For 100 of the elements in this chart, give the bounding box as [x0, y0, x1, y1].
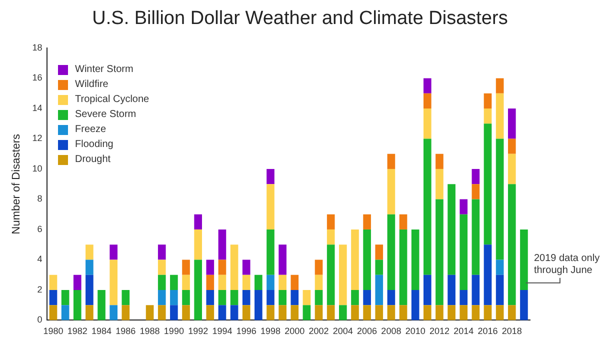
bar	[61, 290, 70, 306]
legend-label: Tropical Cyclone	[75, 94, 150, 105]
bar	[508, 154, 516, 184]
x-tick-label: 2012	[429, 326, 450, 336]
bar	[448, 184, 456, 275]
bar	[484, 305, 492, 320]
bar	[158, 260, 166, 275]
bar	[520, 290, 528, 320]
y-tick-label: 8	[37, 194, 42, 204]
bar	[436, 168, 444, 200]
x-tick-label: 1990	[164, 326, 184, 336]
bar	[351, 305, 359, 320]
bar	[73, 290, 82, 320]
bar	[399, 305, 408, 320]
x-tick-label: 1996	[236, 326, 256, 336]
bar	[423, 108, 432, 139]
bar	[399, 214, 408, 230]
bar	[206, 305, 214, 320]
bar	[110, 260, 118, 306]
x-tick-label: 2010	[405, 326, 426, 336]
bar	[387, 290, 396, 306]
bar	[387, 168, 396, 214]
chart-title: U.S. Billion Dollar Weather and Climate Disasters	[91, 8, 509, 30]
bar	[363, 290, 371, 306]
x-tick-label: 2004	[332, 326, 353, 336]
bar	[411, 290, 420, 320]
bar	[423, 93, 432, 108]
legend-label: Drought	[75, 154, 111, 165]
bar	[326, 214, 335, 230]
bar	[182, 260, 190, 275]
x-tick-label: 1980	[43, 326, 64, 336]
legend-label: Wildfire	[75, 79, 108, 90]
y-axis-title: Number of Disasters	[10, 133, 23, 234]
bar	[423, 138, 432, 275]
y-tick-label: 10	[32, 163, 42, 174]
bar	[363, 214, 371, 230]
bar	[278, 274, 286, 290]
bar	[122, 290, 130, 306]
bar	[508, 184, 516, 306]
bar	[326, 305, 335, 320]
bar	[194, 229, 202, 260]
bar	[484, 244, 492, 306]
bar	[387, 154, 396, 169]
bar	[278, 290, 286, 306]
y-tick-label: 16	[32, 72, 42, 83]
bar	[278, 244, 286, 275]
bar	[290, 274, 299, 290]
bar	[436, 305, 444, 320]
bar	[266, 305, 274, 320]
bar	[73, 274, 82, 290]
bar	[218, 290, 226, 306]
bar	[266, 168, 274, 184]
bar	[484, 93, 492, 108]
bar	[314, 305, 323, 320]
bar	[472, 199, 480, 275]
bar	[194, 260, 202, 320]
bar	[520, 229, 528, 290]
bar	[351, 290, 359, 306]
bar	[423, 78, 432, 94]
bar	[436, 154, 444, 169]
bar	[242, 290, 250, 306]
bar	[158, 274, 166, 290]
y-tick-label: 4	[37, 254, 42, 264]
bar	[110, 305, 118, 320]
bar	[170, 274, 178, 290]
bar	[484, 108, 492, 124]
bar	[218, 305, 226, 320]
bar	[302, 305, 311, 320]
bar	[266, 274, 274, 290]
x-tick-label: 2002	[308, 326, 329, 336]
bar	[314, 290, 323, 306]
bar	[326, 244, 335, 306]
bar	[326, 229, 335, 245]
y-tick-label: 0	[37, 314, 42, 325]
bar	[375, 274, 384, 306]
bar	[110, 244, 118, 260]
bar	[218, 274, 226, 290]
bar	[146, 305, 154, 320]
bar	[496, 78, 504, 94]
bar	[61, 305, 70, 320]
x-tick-label: 1998	[260, 326, 281, 336]
bar	[49, 274, 58, 290]
bar	[460, 290, 468, 306]
bar	[399, 229, 408, 306]
bar	[496, 260, 504, 275]
bar	[158, 244, 166, 260]
x-tick-label: 2008	[381, 326, 402, 336]
x-tick-label: 2018	[502, 326, 522, 336]
bar	[49, 305, 58, 320]
y-tick-label: 18	[32, 42, 42, 52]
bar	[472, 168, 480, 184]
bar	[290, 305, 299, 320]
bar	[363, 305, 371, 320]
bar	[230, 290, 238, 306]
bar	[375, 260, 384, 275]
bar	[206, 290, 214, 306]
bar	[496, 93, 504, 139]
bar	[496, 138, 504, 260]
bar	[242, 274, 250, 290]
bar	[158, 305, 166, 320]
